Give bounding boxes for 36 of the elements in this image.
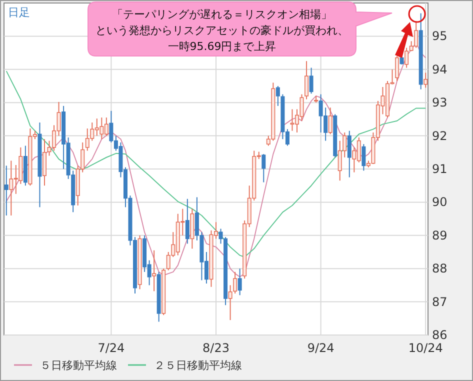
y-tick-label: 86: [432, 328, 448, 342]
legend-label: ５日移動平均線: [40, 359, 117, 372]
candlestick: [228, 284, 232, 321]
y-tick-label: 95: [432, 29, 448, 44]
candlestick: [395, 56, 400, 82]
y-tick-label: 92: [432, 128, 448, 143]
candlestick: [233, 271, 238, 294]
y-tick-label: 89: [432, 228, 448, 242]
candlestick: [309, 67, 314, 94]
x-tick-label: 8/23: [202, 341, 230, 355]
candlestick: [304, 60, 309, 100]
annotation: 「テーパリングが遅れる＝リスクオン相場」: [112, 8, 332, 21]
x-tick-label: 10/24: [408, 341, 443, 355]
candlestick: [262, 154, 266, 183]
y-tick-label: 90: [432, 195, 448, 210]
candlestick: [328, 107, 332, 135]
candlestick: [185, 198, 190, 244]
line-series: [6, 70, 426, 258]
candlestick: [347, 130, 352, 178]
x-tick-label: 9/24: [307, 341, 334, 355]
candlestick: [424, 72, 428, 88]
y-tick-label: 91: [432, 162, 448, 176]
y-tick-label: 93: [432, 96, 448, 110]
candlestick: [152, 250, 156, 292]
annotation: 一時95.69円まで上昇: [168, 40, 276, 53]
y-tick-label: 88: [432, 262, 448, 276]
x-tick-label: 7/24: [98, 341, 125, 355]
candlestick: [238, 268, 242, 296]
candlestick: [4, 165, 8, 216]
annotation: という発想からリスクアセットの豪ドルが買われ、: [96, 24, 348, 37]
annotation: 日足: [8, 6, 30, 19]
y-tick-label: 94: [432, 62, 448, 76]
candlestick: [42, 138, 46, 186]
y-tick-label: 87: [432, 294, 448, 309]
legend-label: ２５日移動平均線: [154, 359, 242, 372]
candlestick: [362, 144, 366, 172]
